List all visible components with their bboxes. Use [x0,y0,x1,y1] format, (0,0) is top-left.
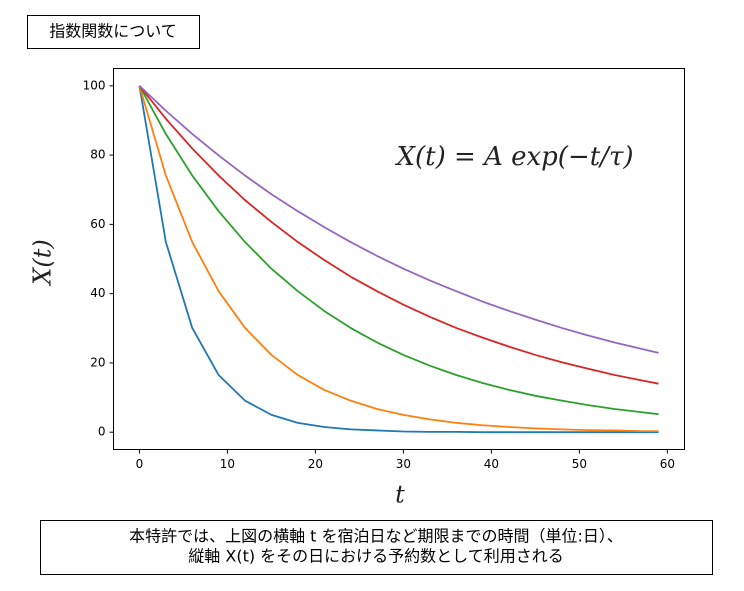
x-axis-label: t [395,481,405,509]
y-tick-label: 100 [83,78,106,92]
y-tick-label: 0 [98,425,106,439]
line-series [138,85,659,385]
x-tick-label: 50 [572,457,587,471]
y-tick-label: 20 [90,355,105,369]
x-tick-label: 20 [308,457,323,471]
y-axis-label: X(t) [29,239,57,286]
line-series [138,85,659,354]
title-box [27,15,200,49]
x-tick-label: 60 [660,457,675,471]
y-tick-label: 60 [90,217,105,231]
x-tick-label: 10 [220,457,235,471]
title: 指数関数について [49,22,177,41]
line-series [138,85,659,433]
y-tick-label: 80 [90,148,105,162]
x-tick-label: 0 [136,457,144,471]
y-tick-label: 40 [90,286,105,300]
formula: X(t) = A exp(−t/τ) [395,142,634,172]
line-series [138,85,659,434]
x-tick-label: 40 [484,457,499,471]
x-tick-label: 30 [396,457,411,471]
caption-line: 本特許では、上図の横軸 t を宿泊日など期限までの時間（単位:日）、 [129,527,623,546]
plot-frame [113,68,685,450]
caption-box [40,520,713,575]
line-series [138,85,659,416]
caption-line: 縦軸 X(t) をその日における予約数として利用される [188,547,563,566]
